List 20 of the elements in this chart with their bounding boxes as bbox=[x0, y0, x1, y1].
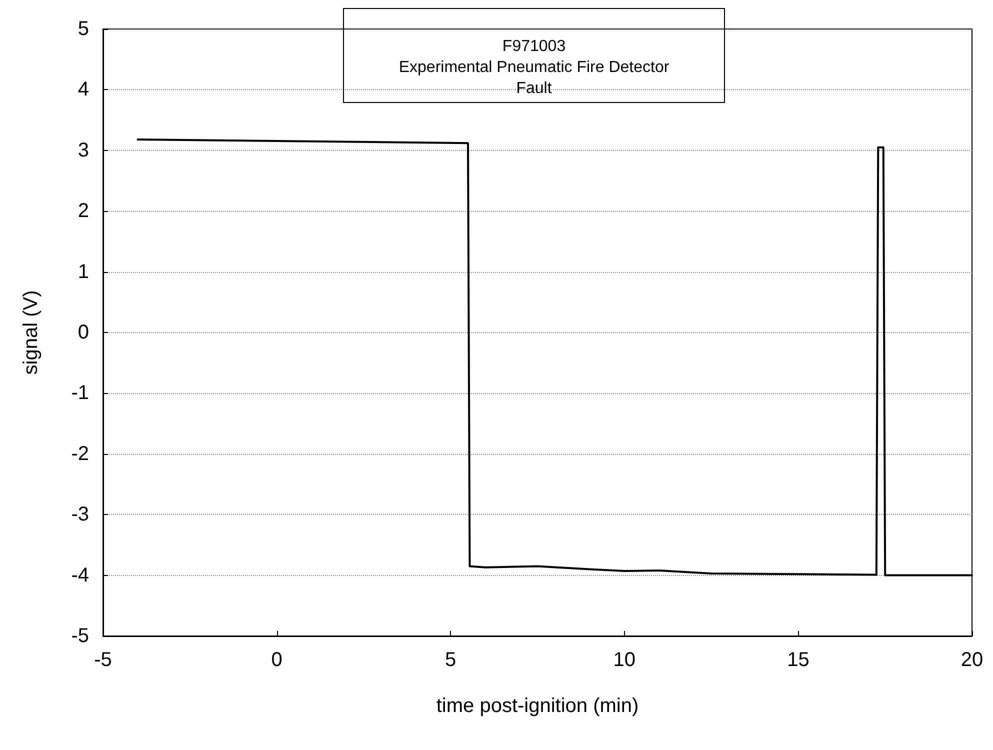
x-tick-label: 5 bbox=[445, 649, 456, 671]
y-tick-label: -5 bbox=[71, 625, 89, 647]
y-axis-title: signal (V) bbox=[20, 290, 42, 375]
y-tick-label: 1 bbox=[78, 260, 89, 283]
x-axis-title: time post-ignition (min) bbox=[436, 695, 639, 717]
x-tick-label: 15 bbox=[787, 649, 810, 671]
text: F971003 Experimental Pneumatic Fire Detector Fault bbox=[398, 38, 670, 97]
y-tick-label: 0 bbox=[78, 322, 89, 344]
y-tick-label: 4 bbox=[78, 78, 89, 101]
y-tick-label: -3 bbox=[71, 504, 89, 526]
y-tick-label: -1 bbox=[71, 382, 89, 404]
y-tick-label: 2 bbox=[78, 200, 89, 222]
x-tick-label: 0 bbox=[271, 649, 282, 671]
x-tick-label: 10 bbox=[613, 649, 636, 671]
y-tick-label: 5 bbox=[78, 18, 89, 40]
x-tick-label: -5 bbox=[94, 649, 112, 671]
y-tick-label: -2 bbox=[71, 442, 89, 465]
x-tick-label: 20 bbox=[960, 649, 984, 671]
y-tick-label: 3 bbox=[78, 139, 89, 162]
y-tick-label: -4 bbox=[71, 564, 89, 586]
